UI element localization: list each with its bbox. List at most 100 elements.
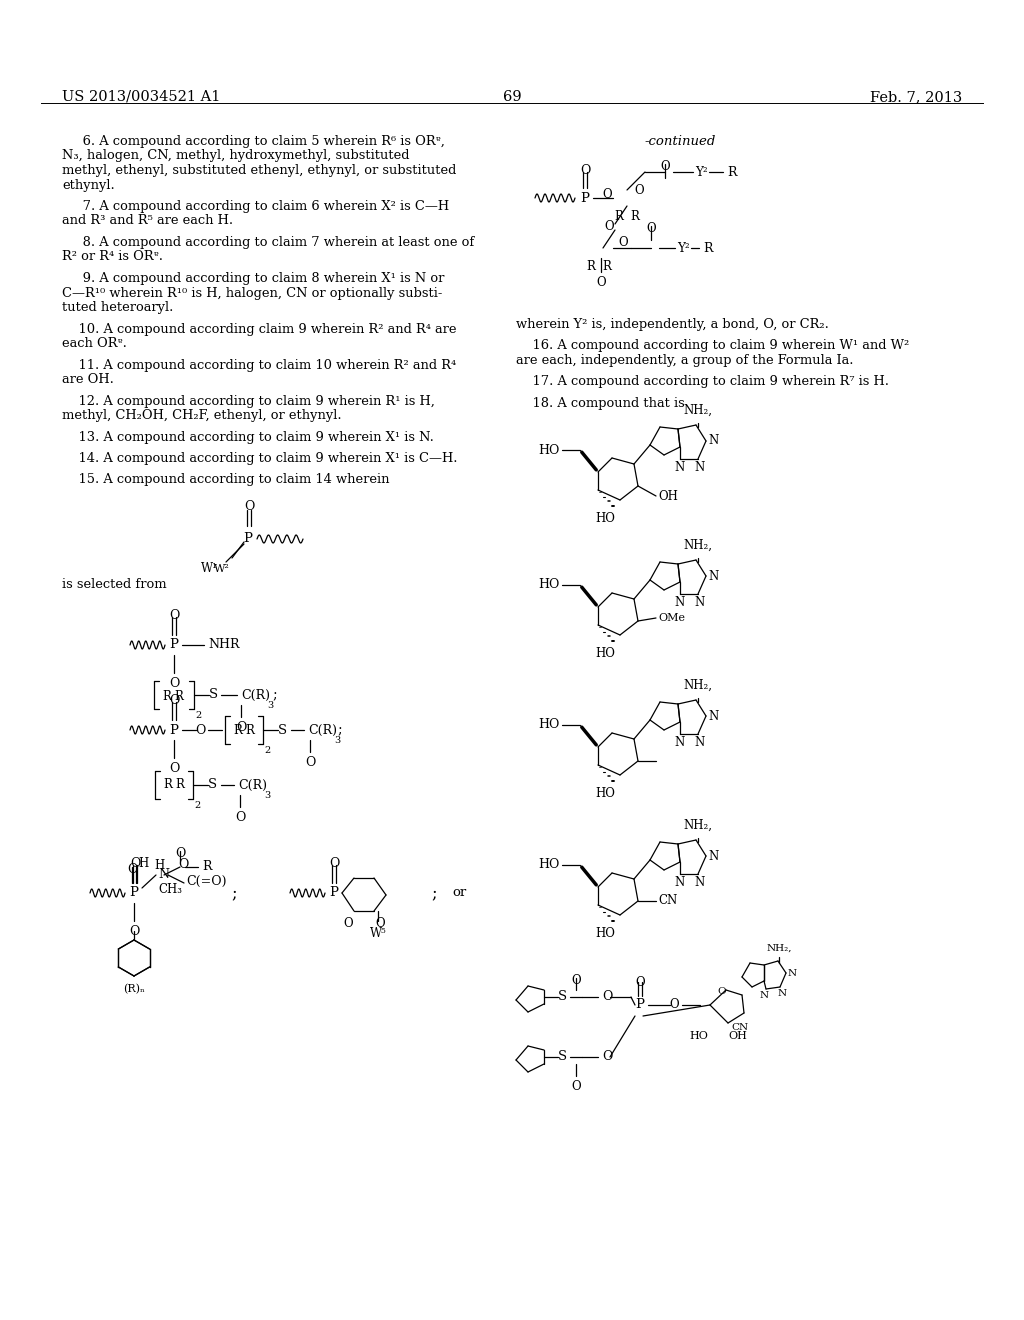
Text: N: N [675, 461, 685, 474]
Text: tuted heteroaryl.: tuted heteroaryl. [62, 301, 173, 314]
Text: methyl, ethenyl, substituted ethenyl, ethynyl, or substituted: methyl, ethenyl, substituted ethenyl, et… [62, 164, 457, 177]
Text: S: S [557, 990, 566, 1003]
Text: O: O [130, 857, 140, 870]
Text: N: N [675, 737, 685, 748]
Text: CN: CN [731, 1023, 749, 1032]
Text: P: P [636, 998, 644, 1011]
Text: 18. A compound that is: 18. A compound that is [516, 397, 685, 411]
Text: W⁵: W⁵ [370, 927, 386, 940]
Text: HO: HO [595, 647, 615, 660]
Text: OMe: OMe [658, 612, 685, 623]
Text: O: O [602, 1051, 612, 1064]
Text: R: R [164, 779, 172, 792]
Text: N: N [675, 597, 685, 609]
Text: Feb. 7, 2013: Feb. 7, 2013 [869, 90, 962, 104]
Text: O: O [244, 500, 254, 513]
Text: O: O [195, 723, 205, 737]
Text: US 2013/0034521 A1: US 2013/0034521 A1 [62, 90, 220, 104]
Text: N: N [695, 876, 706, 888]
Text: O: O [571, 974, 581, 987]
Text: R² or R⁴ is ORᵄ.: R² or R⁴ is ORᵄ. [62, 251, 163, 264]
Text: R: R [202, 861, 212, 874]
Text: and R³ and R⁵ are each H.: and R³ and R⁵ are each H. [62, 214, 233, 227]
Text: S: S [209, 689, 217, 701]
Text: O: O [234, 810, 245, 824]
Text: O: O [718, 987, 726, 997]
Text: N: N [158, 869, 169, 882]
Text: 8. A compound according to claim 7 wherein at least one of: 8. A compound according to claim 7 where… [62, 236, 474, 249]
Text: N: N [760, 991, 769, 1001]
Text: NH₂,: NH₂, [683, 404, 713, 417]
Text: HO: HO [539, 718, 560, 731]
Text: O: O [343, 917, 353, 931]
Text: R: R [233, 723, 243, 737]
Text: N: N [695, 461, 706, 474]
Text: HO: HO [689, 1031, 708, 1041]
Text: R: R [727, 165, 736, 178]
Text: O: O [634, 183, 644, 197]
Text: 3: 3 [334, 737, 340, 744]
Text: N: N [695, 597, 706, 609]
Text: HO: HO [539, 858, 560, 871]
Text: are each, independently, a group of the Formula Ia.: are each, independently, a group of the … [516, 354, 853, 367]
Text: S: S [557, 1051, 566, 1064]
Text: N: N [788, 969, 797, 978]
Text: W¹: W¹ [201, 562, 218, 576]
Text: R: R [602, 260, 611, 273]
Text: O: O [580, 164, 590, 177]
Text: 2: 2 [194, 801, 201, 810]
Text: R: R [703, 242, 713, 255]
Text: 11. A compound according to claim 10 wherein R² and R⁴: 11. A compound according to claim 10 whe… [62, 359, 456, 371]
Text: 3: 3 [267, 701, 273, 710]
Text: 3: 3 [264, 791, 270, 800]
Text: HO: HO [539, 444, 560, 457]
Text: O: O [169, 677, 179, 690]
Text: O: O [236, 721, 246, 734]
Text: C(R): C(R) [241, 689, 270, 701]
Text: HO: HO [595, 512, 615, 525]
Text: 10. A compound according claim 9 wherein R² and R⁴ are: 10. A compound according claim 9 wherein… [62, 322, 457, 335]
Text: O: O [646, 222, 655, 235]
Text: P: P [170, 639, 178, 652]
Text: O: O [329, 857, 339, 870]
Text: 12. A compound according to claim 9 wherein R¹ is H,: 12. A compound according to claim 9 wher… [62, 395, 435, 408]
Text: O: O [178, 858, 188, 871]
Text: O: O [169, 609, 179, 622]
Text: wherein Y² is, independently, a bond, O, or CR₂.: wherein Y² is, independently, a bond, O,… [516, 318, 828, 331]
Text: 69: 69 [503, 90, 521, 104]
Text: OH: OH [658, 490, 678, 503]
Text: O: O [175, 847, 185, 861]
Text: O: O [602, 990, 612, 1003]
Text: each ORᵄ.: each ORᵄ. [62, 337, 127, 350]
Text: O: O [602, 187, 611, 201]
Text: -continued: -continued [644, 135, 716, 148]
Text: N: N [708, 434, 718, 447]
Text: N: N [708, 569, 718, 582]
Text: 13. A compound according to claim 9 wherein X¹ is N.: 13. A compound according to claim 9 wher… [62, 430, 434, 444]
Text: P: P [244, 532, 253, 544]
Text: 6. A compound according to claim 5 wherein R⁶ is ORᵄ,: 6. A compound according to claim 5 where… [62, 135, 444, 148]
Text: C(=O): C(=O) [186, 874, 226, 887]
Text: 16. A compound according to claim 9 wherein W¹ and W²: 16. A compound according to claim 9 wher… [516, 339, 909, 352]
Text: ;: ; [272, 688, 276, 702]
Text: R: R [175, 779, 184, 792]
Text: N: N [708, 710, 718, 722]
Text: N: N [777, 989, 786, 998]
Text: R: R [614, 210, 624, 223]
Text: 2: 2 [195, 711, 202, 719]
Text: is selected from: is selected from [62, 578, 167, 591]
Text: W²: W² [214, 564, 230, 574]
Text: O: O [375, 917, 385, 931]
Text: (R)ₙ: (R)ₙ [123, 983, 145, 994]
Text: R: R [163, 690, 171, 704]
Text: Y²: Y² [677, 242, 689, 255]
Text: ;: ; [431, 884, 437, 902]
Text: or: or [452, 887, 466, 899]
Text: NH₂,: NH₂, [766, 944, 792, 953]
Text: O: O [571, 1080, 581, 1093]
Text: P: P [129, 887, 138, 899]
Text: O: O [635, 975, 645, 989]
Text: 14. A compound according to claim 9 wherein X¹ is C—H.: 14. A compound according to claim 9 wher… [62, 451, 458, 465]
Text: R: R [174, 690, 183, 704]
Text: P: P [581, 191, 590, 205]
